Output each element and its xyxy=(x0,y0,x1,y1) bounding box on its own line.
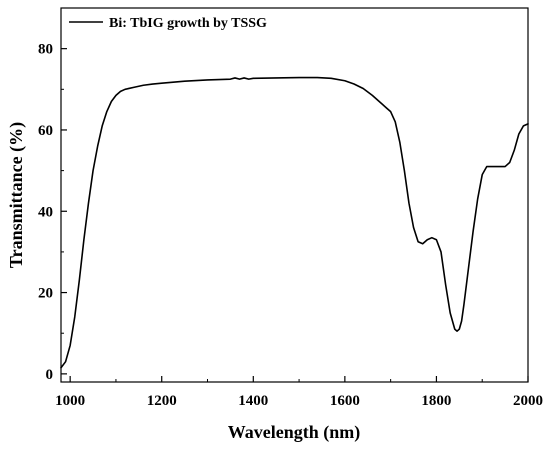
series-line-0 xyxy=(60,76,529,369)
y-axis-title: Transmittance (%) xyxy=(6,122,27,268)
y-tick-label: 20 xyxy=(38,286,53,302)
y-axis-ticks: 0 20 40 60 80 xyxy=(38,42,67,383)
series-layer xyxy=(60,76,529,369)
x-tick-label: 1200 xyxy=(147,393,177,409)
y-tick-label: 0 xyxy=(46,367,54,383)
y-tick-label: 40 xyxy=(38,204,53,220)
x-axis-ticks: 1000 1200 1400 1600 1800 2000 xyxy=(55,376,543,409)
plot-frame xyxy=(60,7,529,383)
x-tick-label: 1000 xyxy=(55,393,85,409)
legend-label: Bi: TbIG growth by TSSG xyxy=(109,16,267,31)
x-tick-label: 1800 xyxy=(421,393,451,409)
y-tick-label: 60 xyxy=(38,123,53,139)
x-axis-title: Wavelength (nm) xyxy=(228,422,361,443)
x-tick-label: 1400 xyxy=(238,393,268,409)
x-tick-label: 1600 xyxy=(330,393,360,409)
y-tick-label: 80 xyxy=(38,42,53,58)
x-tick-label: 2000 xyxy=(513,393,543,409)
legend: Bi: TbIG growth by TSSG xyxy=(69,16,267,31)
